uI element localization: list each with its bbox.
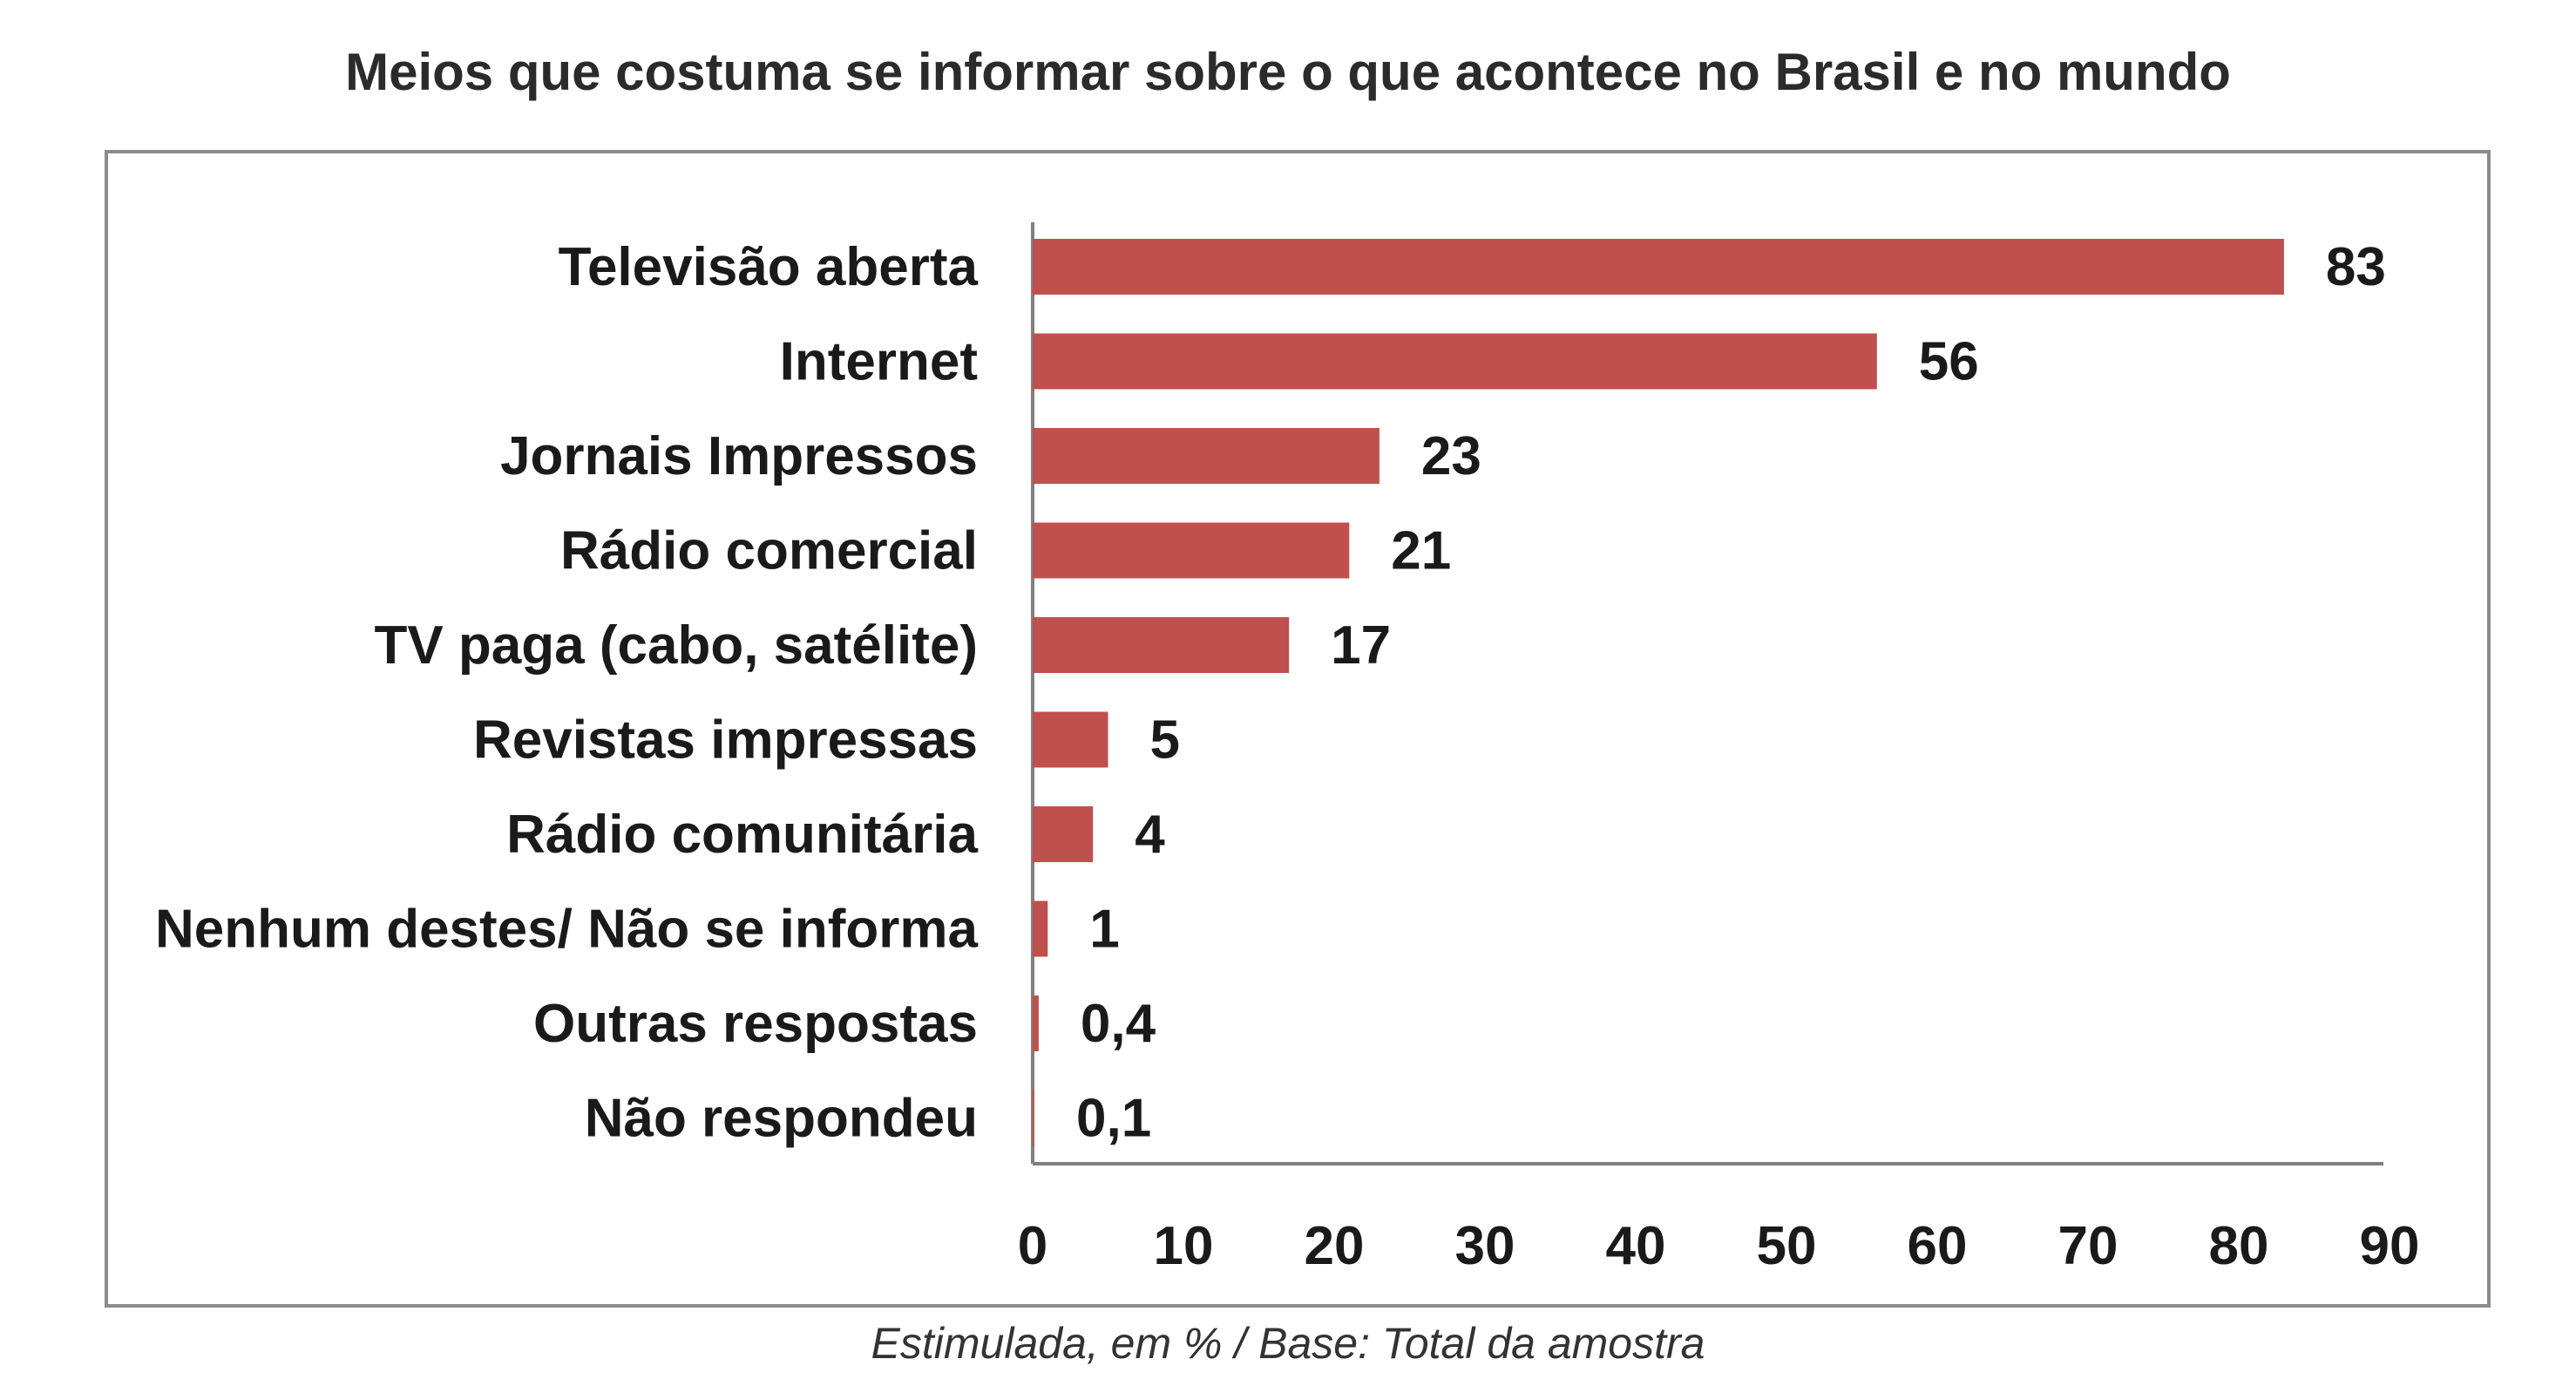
data-label: 5 bbox=[1150, 710, 1180, 771]
x-tick-label: 70 bbox=[2058, 1216, 2118, 1276]
x-tick-label: 50 bbox=[1757, 1216, 1817, 1276]
data-label: 21 bbox=[1391, 521, 1451, 581]
x-tick-label: 10 bbox=[1154, 1216, 1214, 1276]
x-tick-label: 30 bbox=[1455, 1216, 1515, 1276]
x-tick-label: 40 bbox=[1606, 1216, 1666, 1276]
category-label: TV paga (cabo, satélite) bbox=[374, 615, 978, 676]
bar bbox=[1033, 333, 1877, 390]
category-label: Rádio comunitária bbox=[506, 805, 978, 865]
category-label: Revistas impressas bbox=[473, 710, 978, 771]
data-label: 1 bbox=[1089, 900, 1119, 960]
chart-frame bbox=[105, 150, 2491, 1308]
category-label: Jornais Impressos bbox=[500, 426, 978, 486]
x-tick-label: 80 bbox=[2209, 1216, 2269, 1276]
chart-caption: Estimulada, em % / Base: Total da amostr… bbox=[871, 1319, 1705, 1368]
bar bbox=[1033, 995, 1039, 1051]
bar bbox=[1033, 617, 1290, 673]
data-label: 0,4 bbox=[1081, 994, 1156, 1054]
data-label: 17 bbox=[1331, 615, 1391, 676]
bar bbox=[1033, 711, 1108, 768]
category-label: Outras respostas bbox=[533, 994, 978, 1054]
bar bbox=[1033, 806, 1094, 862]
x-tick-label: 90 bbox=[2360, 1216, 2420, 1276]
labels: Televisão aberta 83 Internet 56 Jornais Impr… bbox=[155, 237, 2420, 1276]
data-label: 0,1 bbox=[1076, 1089, 1151, 1149]
data-label: 4 bbox=[1135, 805, 1165, 865]
data-label: 56 bbox=[1919, 332, 1979, 392]
bar bbox=[1033, 522, 1350, 579]
bar bbox=[1033, 1090, 1034, 1146]
category-label: Rádio comercial bbox=[560, 521, 978, 581]
data-label: 23 bbox=[1421, 426, 1481, 486]
data-label: 83 bbox=[2326, 237, 2386, 297]
bar bbox=[1033, 900, 1048, 957]
bar bbox=[1033, 428, 1380, 484]
category-label: Não respondeu bbox=[585, 1089, 978, 1149]
bar bbox=[1033, 239, 2284, 295]
x-tick-label: 60 bbox=[1908, 1216, 1968, 1276]
category-label: Televisão aberta bbox=[559, 237, 979, 297]
x-tick-label: 0 bbox=[1018, 1216, 1047, 1276]
x-tick-label: 20 bbox=[1305, 1216, 1365, 1276]
bars bbox=[1033, 239, 2284, 1146]
category-label: Internet bbox=[780, 332, 978, 392]
chart-title: Meios que costuma se informar sobre o qu… bbox=[345, 43, 2231, 101]
category-label: Nenhum destes/ Não se informa bbox=[155, 900, 979, 960]
